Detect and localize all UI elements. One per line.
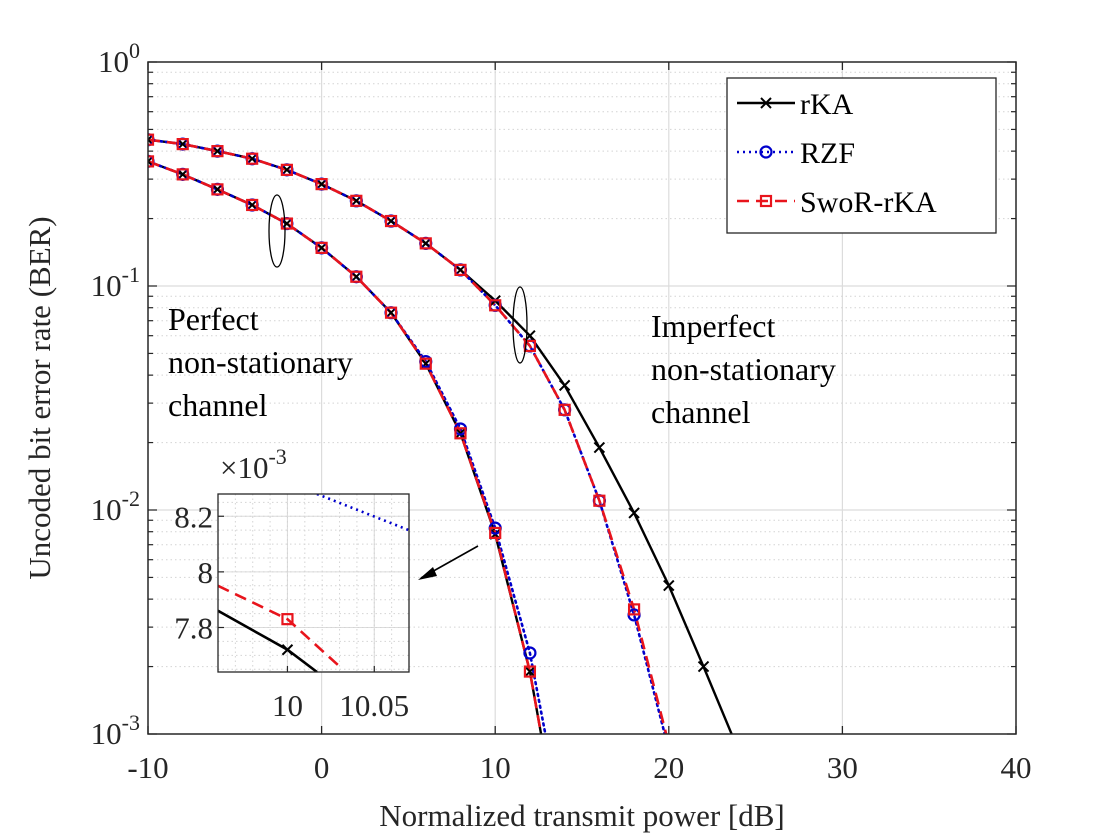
series-markers bbox=[148, 133, 710, 678]
marker-perfect-swor-rka bbox=[148, 155, 155, 168]
inset-marker-rka bbox=[281, 644, 294, 656]
marker-imperfect-swor-rka bbox=[315, 178, 328, 191]
marker-imperfect-swor-rka bbox=[211, 145, 224, 158]
inset-y-tick-label: 7.8 bbox=[174, 611, 213, 646]
legend-marker-swor-rka bbox=[759, 194, 773, 208]
perfect-group-ellipse bbox=[268, 194, 286, 268]
marker-imperfect-swor-rka bbox=[627, 603, 641, 616]
marker-perfect-swor-rka bbox=[315, 241, 328, 254]
marker-perfect-swor-rka bbox=[384, 306, 398, 319]
y-axis-label: Uncoded bit error rate (BER) bbox=[22, 216, 57, 579]
marker-perfect-swor-rka bbox=[523, 665, 537, 678]
imperfect-label-line-2: non-stationary bbox=[651, 351, 836, 387]
inset-y-tick-label: 8.2 bbox=[174, 499, 213, 534]
marker-perfect-swor-rka bbox=[280, 217, 293, 230]
inset-x-tick-label: 10.05 bbox=[339, 688, 409, 723]
x-tick-label: 0 bbox=[314, 750, 330, 785]
marker-imperfect-swor-rka bbox=[350, 194, 363, 207]
y-tick-label: 10-2 bbox=[91, 486, 140, 527]
axes-box bbox=[147, 61, 1017, 735]
perfect-label-line-3: channel bbox=[168, 387, 268, 423]
marker-imperfect-swor-rka bbox=[246, 152, 259, 165]
marker-imperfect-swor-rka bbox=[489, 299, 502, 312]
perfect-label-line-2: non-stationary bbox=[168, 344, 353, 380]
marker-perfect-swor-rka bbox=[211, 183, 224, 196]
marker-perfect-swor-rka bbox=[176, 168, 189, 181]
marker-perfect-swor-rka bbox=[454, 427, 467, 440]
x-tick-label: 20 bbox=[653, 750, 684, 785]
marker-perfect-rka bbox=[454, 427, 467, 440]
y-tick-label: 10-3 bbox=[91, 710, 140, 751]
marker-imperfect-rka bbox=[593, 441, 606, 454]
legend-label-rka: rKA bbox=[800, 88, 854, 121]
marker-imperfect-swor-rka bbox=[280, 163, 293, 176]
marker-imperfect-rka bbox=[628, 507, 640, 519]
x-tick-label: 10 bbox=[480, 750, 511, 785]
legend-marker-rzf bbox=[759, 145, 773, 159]
marker-imperfect-swor-rka bbox=[384, 214, 398, 228]
marker-imperfect-swor-rka bbox=[558, 403, 571, 416]
perfect-label-line-1: Perfect bbox=[168, 301, 259, 337]
legend: rKA RZF SwoR-rKA bbox=[726, 77, 997, 234]
marker-imperfect-swor-rka bbox=[454, 263, 467, 276]
axis-tick-labels: -10 0 10 20 30 40 100 10-1 10-2 10-3 bbox=[91, 38, 1032, 785]
inset-y-tick-label: 8 bbox=[198, 555, 214, 590]
inset-line-rzf bbox=[316, 494, 409, 532]
marker-imperfect-rka bbox=[663, 579, 675, 592]
legend-label-swor-rka: SwoR-rKA bbox=[800, 186, 937, 219]
legend-marker-rka bbox=[760, 97, 772, 109]
y-tick-label: 10-1 bbox=[91, 262, 140, 303]
legend-label-rzf: RZF bbox=[800, 137, 855, 170]
imperfect-label-line-3: channel bbox=[651, 394, 751, 430]
x-tick-label: 30 bbox=[827, 750, 858, 785]
marker-imperfect-swor-rka bbox=[148, 133, 155, 146]
inset-arrowhead bbox=[418, 567, 437, 580]
x-axis-label: Normalized transmit power [dB] bbox=[379, 798, 784, 833]
inset-marker-swor-rka bbox=[281, 613, 294, 626]
marker-imperfect-swor-rka bbox=[593, 494, 606, 507]
x-tick-label: 40 bbox=[1001, 750, 1032, 785]
marker-imperfect-swor-rka bbox=[176, 138, 189, 151]
inset-line-swor-rka bbox=[218, 584, 341, 668]
axis-ticks bbox=[147, 61, 1017, 735]
marker-perfect-rzf bbox=[523, 646, 537, 660]
marker-perfect-swor-rka bbox=[350, 270, 363, 283]
marker-imperfect-rka bbox=[697, 660, 710, 673]
inset-x-tick-label: 10 bbox=[272, 688, 303, 723]
marker-imperfect-swor-rka bbox=[523, 339, 537, 353]
x-tick-label: -10 bbox=[127, 750, 168, 785]
marker-perfect-swor-rka bbox=[489, 526, 502, 540]
imperfect-group-ellipse bbox=[512, 286, 528, 364]
marker-perfect-swor-rka bbox=[419, 357, 432, 370]
marker-imperfect-rka bbox=[558, 379, 571, 392]
inset-multiplier: ×10-3 bbox=[220, 444, 287, 485]
imperfect-label-line-1: Imperfect bbox=[651, 308, 775, 344]
marker-perfect-rka bbox=[524, 665, 536, 678]
y-tick-label: 100 bbox=[98, 38, 140, 79]
marker-imperfect-swor-rka bbox=[419, 237, 432, 250]
marker-perfect-swor-rka bbox=[246, 198, 259, 212]
inset-zoom: 10 10.05 7.8 8 8.2 ×10-3 bbox=[174, 444, 410, 723]
